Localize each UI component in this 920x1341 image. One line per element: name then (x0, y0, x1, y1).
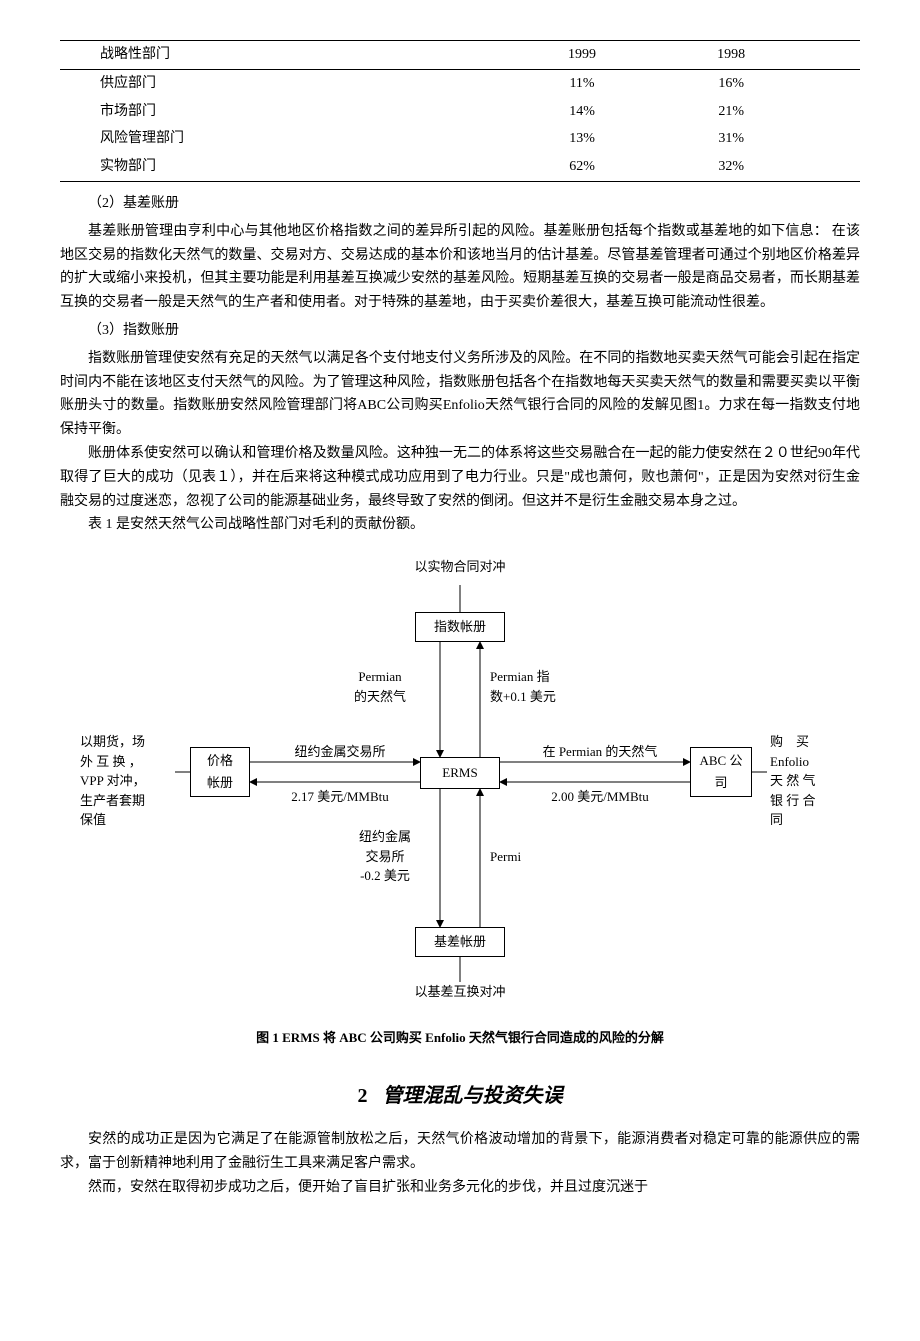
section-2-text: 管理混乱与投资失误 (383, 1085, 563, 1107)
col-1998: 1998 (657, 41, 806, 70)
col-1999: 1999 (507, 41, 656, 70)
table-row: 供应部门11%16% (60, 69, 860, 97)
edge-top-right: Permian 指 数+0.1 美元 (490, 667, 600, 706)
price-book-node: 价格 帐册 (190, 747, 250, 797)
margin-contribution-table: 战略性部门 1999 1998 供应部门11%16% 市场部门14%21% 风险… (60, 40, 860, 182)
figure-1-caption: 图 1 ERMS 将 ABC 公司购买 Enfolio 天然气银行合同造成的风险… (60, 1027, 860, 1049)
edge-bot-left: 纽约金属 交易所 -0.2 美元 (340, 827, 430, 886)
after-para-2: 然而，安然在取得初步成功之后，便开始了盲目扩张和业务多元化的步伐，并且过度沉迷于 (60, 1176, 860, 1200)
erms-node: ERMS (420, 757, 500, 789)
abc-node: ABC 公 司 (690, 747, 752, 797)
edge-bot-right: Permi (490, 847, 570, 867)
section-3-para2: 账册体系使安然可以确认和管理价格及数量风险。这种独一无二的体系将这些交易融合在一… (60, 442, 860, 513)
bottom-hedge-label: 以基差互换对冲 (380, 982, 540, 1002)
table-row: 市场部门14%21% (60, 98, 860, 126)
edge-mid-right-bot: 2.00 美元/MMBtu (520, 787, 680, 807)
section-2-para: 基差账册管理由亨利中心与其他地区价格指数之间的差异所引起的风险。基差账册包括每个… (60, 220, 860, 315)
erms-diagram: 以实物合同对冲 指数帐册 Permian 的天然气 Permian 指 数+0.… (80, 557, 840, 1017)
edge-mid-left-bot: 2.17 美元/MMBtu (275, 787, 405, 807)
section-3-para3: 表 1 是安然天然气公司战略性部门对毛利的贡献份额。 (60, 513, 860, 537)
edge-top-left: Permian 的天然气 (335, 667, 425, 706)
edge-mid-left-top: 纽约金属交易所 (275, 742, 405, 762)
table-row: 实物部门62%32% (60, 153, 860, 181)
col-dept: 战略性部门 (60, 41, 507, 70)
index-book-node: 指数帐册 (415, 612, 505, 642)
top-hedge-label: 以实物合同对冲 (380, 557, 540, 577)
section-2-num: 2 (358, 1085, 368, 1107)
section-3-para1: 指数账册管理使安然有充足的天然气以满足各个支付地支付义务所涉及的风险。在不同的指… (60, 347, 860, 442)
after-para-1: 安然的成功正是因为它满足了在能源管制放松之后，天然气价格波动增加的背景下，能源消… (60, 1128, 860, 1176)
left-side-label: 以期货，场 外 互 换 ， VPP 对冲， 生产者套期 保值 (80, 732, 175, 830)
edge-mid-right-top: 在 Permian 的天然气 (520, 742, 680, 762)
section-3-label: （3）指数账册 (60, 319, 860, 343)
table-row: 风险管理部门13%31% (60, 125, 860, 153)
section-2-title: 2 管理混乱与投资失误 (60, 1079, 860, 1113)
right-side-label: 购 买 Enfolio 天 然 气 银 行 合 同 (770, 732, 840, 830)
section-2-label: （2）基差账册 (60, 192, 860, 216)
basis-book-node: 基差帐册 (415, 927, 505, 957)
